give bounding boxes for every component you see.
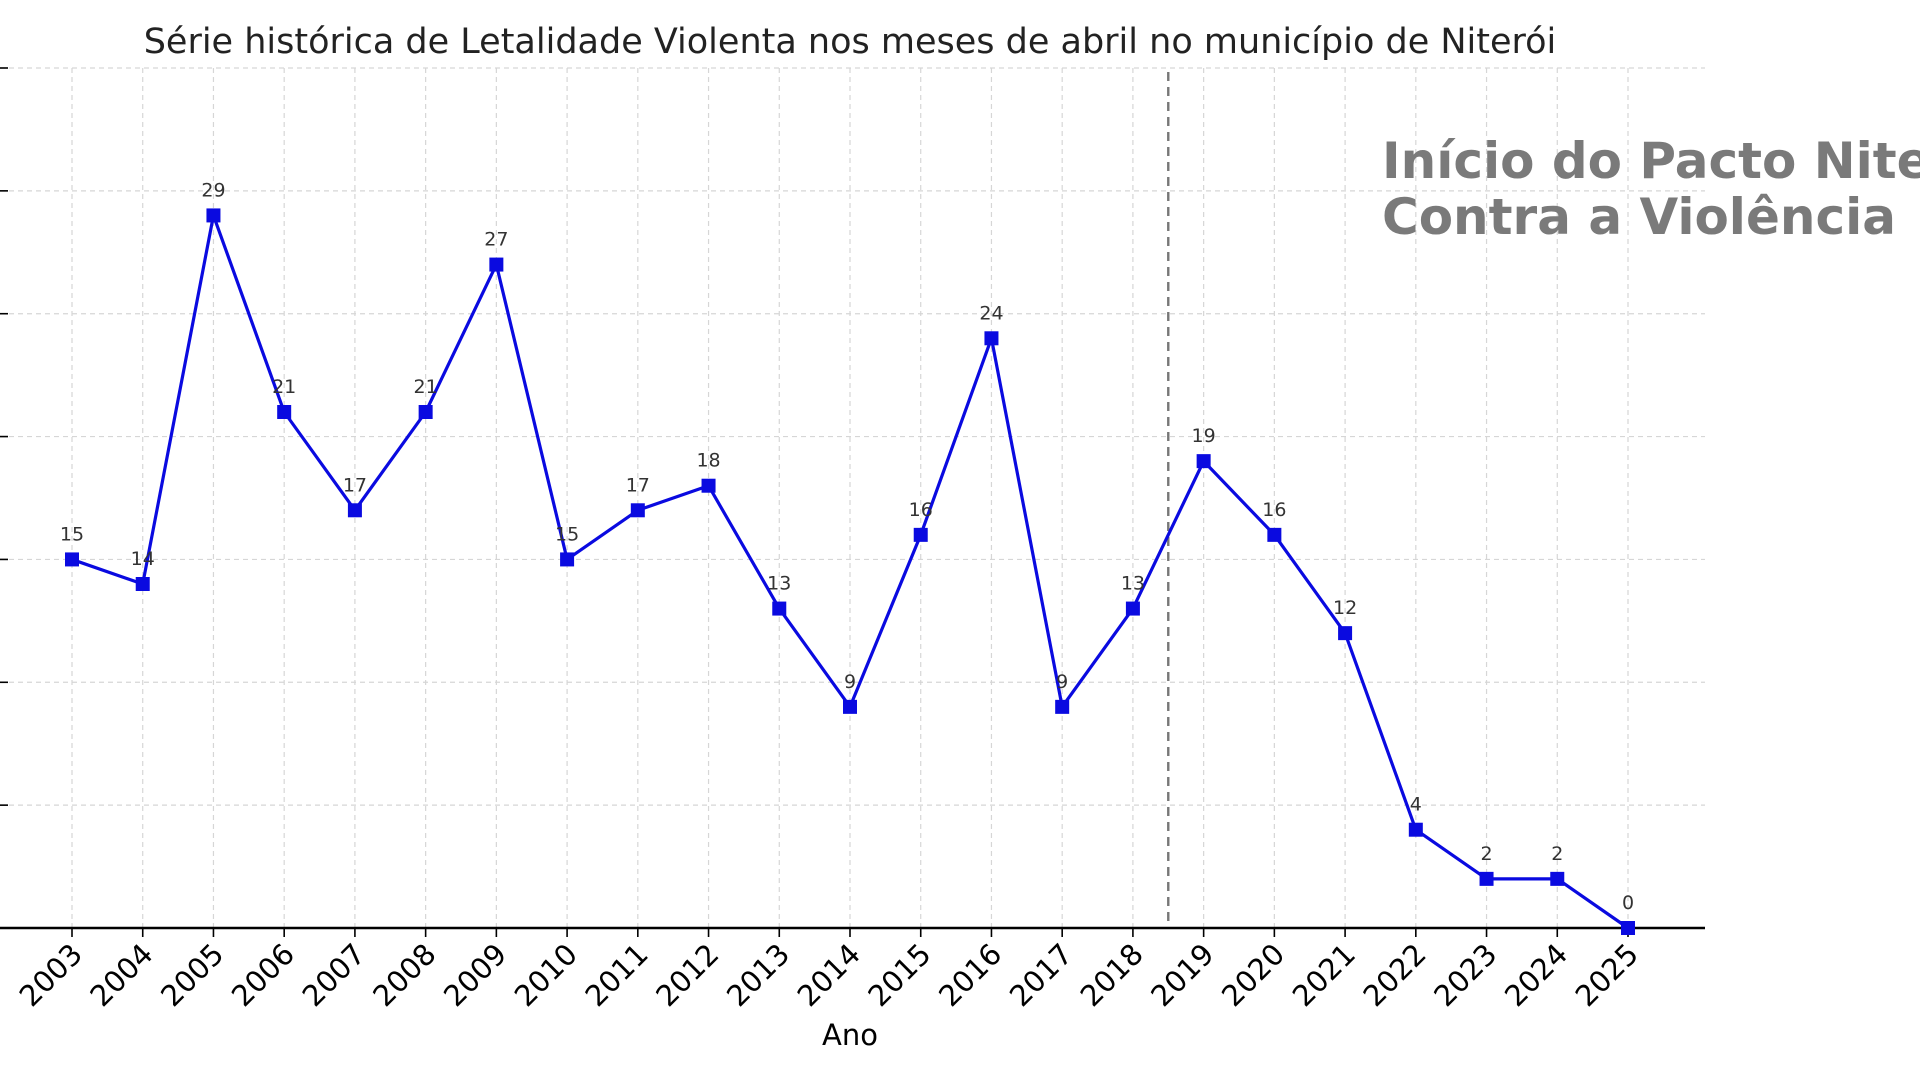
x-tick-label: 2015 (861, 937, 937, 1013)
data-label: 15 (60, 523, 84, 545)
data-label: 16 (1262, 499, 1286, 521)
data-label: 4 (1410, 794, 1422, 816)
x-tick-label: 2005 (154, 937, 230, 1013)
data-point-marker (1408, 822, 1423, 837)
data-point-marker (418, 405, 433, 419)
data-label: 18 (696, 450, 720, 472)
data-point-marker (1479, 871, 1494, 886)
data-point-marker (1338, 626, 1353, 641)
x-tick-label: 2020 (1215, 937, 1291, 1013)
chart-title: Série histórica de Letalidade Violenta n… (144, 22, 1557, 62)
data-point-marker (913, 527, 928, 542)
data-point-marker (984, 331, 999, 346)
data-label: 15 (555, 523, 579, 545)
data-point-marker (772, 601, 787, 616)
data-point-marker (277, 405, 292, 419)
data-label: 29 (201, 179, 225, 201)
data-label: 12 (1333, 597, 1357, 619)
x-tick-label: 2016 (932, 937, 1008, 1013)
data-labels: 15 14 29 21 17 21 27 15 17 18 13 9 16 24 9 13 19 16 12 4 2 2 0 (60, 179, 1634, 914)
x-tick-label: 2024 (1498, 937, 1574, 1013)
data-label: 2 (1551, 843, 1563, 865)
data-point-marker (135, 577, 150, 591)
data-label: 0 (1622, 892, 1634, 914)
x-tick-label: 2012 (649, 937, 725, 1013)
x-tick-label: 2023 (1427, 937, 1503, 1013)
x-tick-label: 2003 (13, 937, 89, 1013)
x-tick-label: 2004 (83, 937, 159, 1013)
x-tick-label: 2021 (1286, 937, 1362, 1013)
data-point-marker (347, 503, 362, 518)
data-label: 16 (909, 499, 933, 521)
x-tick-label: 2019 (1144, 937, 1220, 1013)
data-point-marker (1267, 527, 1282, 542)
data-point-marker (65, 552, 79, 567)
x-tick-label: 2014 (791, 937, 867, 1013)
data-label: 9 (844, 671, 856, 693)
x-tick-label: 2009 (437, 937, 513, 1013)
data-label: 19 (1192, 425, 1216, 447)
data-label: 21 (272, 376, 296, 398)
annotation-line-1: Início do Pacto Niteroi (1382, 132, 1920, 190)
data-point-marker (701, 478, 716, 493)
data-label: 21 (414, 376, 438, 398)
x-tick-label: 2013 (720, 937, 796, 1013)
annotation-line-2: Contra a Violência (1382, 188, 1896, 246)
data-point-marker (1621, 921, 1635, 935)
data-label: 13 (767, 573, 791, 595)
data-label: 2 (1480, 843, 1492, 865)
x-axis-label: Ano (822, 1018, 878, 1052)
x-tick-label: 2011 (579, 937, 655, 1013)
x-tick-label: 2006 (225, 937, 301, 1013)
data-label: 13 (1121, 573, 1145, 595)
data-point-marker (843, 699, 857, 714)
data-label: 27 (484, 229, 508, 251)
series-group (65, 208, 1635, 935)
x-tick-label: 2008 (366, 937, 442, 1013)
x-tick-label: 2010 (508, 937, 584, 1013)
data-point-marker (1125, 601, 1140, 616)
data-point-marker (1055, 699, 1070, 714)
x-tick-label: 2007 (296, 937, 372, 1013)
data-point-marker (560, 552, 575, 567)
data-point-marker (489, 257, 504, 272)
data-label: 17 (626, 474, 650, 496)
x-tick-label: 2022 (1357, 937, 1433, 1013)
data-label: 14 (131, 548, 155, 570)
data-label: 17 (343, 474, 367, 496)
x-tick-label: 2018 (1074, 937, 1150, 1013)
data-point-marker (1550, 871, 1565, 886)
data-point-marker (206, 208, 221, 223)
data-point-marker (1196, 454, 1211, 469)
x-tick-label: 2025 (1569, 937, 1645, 1013)
data-point-marker (630, 503, 645, 518)
data-label: 24 (979, 302, 1003, 324)
x-tick-label: 2017 (1003, 937, 1079, 1013)
data-label: 9 (1056, 671, 1068, 693)
